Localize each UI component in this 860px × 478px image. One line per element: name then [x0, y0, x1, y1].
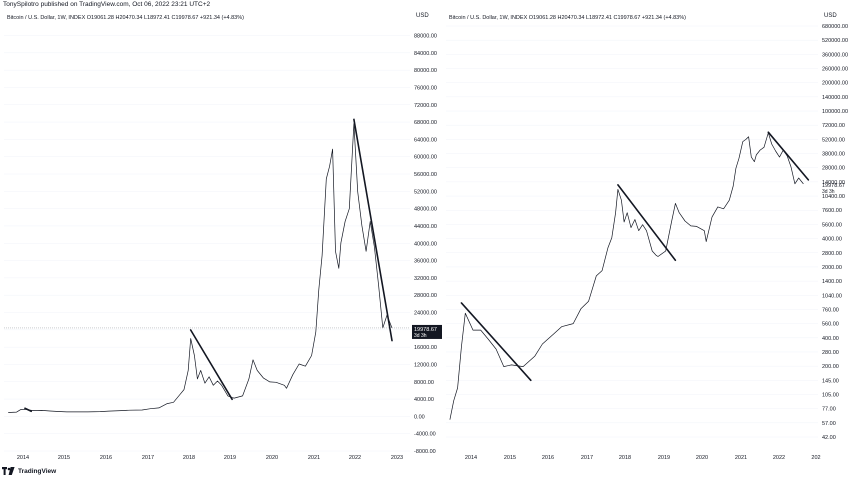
y-tick-label: 80000.00: [414, 68, 437, 74]
y-tick-label: 2000.00: [822, 265, 842, 271]
x-tick-label: 2022: [773, 455, 785, 461]
chart-linear: Bitcoin / U.S. Dollar, 1W, INDEX O19061.…: [4, 13, 442, 461]
y-tick-label: 72000.00: [414, 103, 437, 109]
x-tick-label: 2023: [391, 455, 403, 461]
y-tick-label: 145.00: [822, 378, 839, 384]
y-tick-label: 0.00: [414, 414, 425, 420]
y-tick-label: 68000.00: [414, 120, 437, 126]
y-tick-label: 520000.00: [822, 38, 848, 44]
x-tick-label: 2016: [542, 455, 554, 461]
x-tick-label: 2017: [142, 455, 154, 461]
y-tick-label: 48000.00: [414, 207, 437, 213]
publisher-caption: TonySpilotro published on TradingView.co…: [3, 1, 211, 8]
y-tick-label: 42.00: [822, 435, 836, 441]
symbol-line: Bitcoin / U.S. Dollar, 1W, INDEX O19061.…: [449, 15, 686, 21]
y-tick-label: 56000.00: [414, 172, 437, 178]
y-tick-label: 84000.00: [414, 51, 437, 57]
symbol-line: Bitcoin / U.S. Dollar, 1W, INDEX O19061.…: [7, 15, 244, 21]
footer-brand: TradingView: [18, 467, 57, 475]
y-unit-label: USD: [416, 13, 429, 19]
y-tick-label: 24000.00: [414, 311, 437, 317]
y-tick-label: 32000.00: [414, 276, 437, 282]
y-tick-label: 260000.00: [822, 67, 848, 73]
y-tick-label: 5600.00: [822, 222, 842, 228]
x-tick-label: 2019: [224, 455, 236, 461]
y-tick-label: 4000.00: [822, 237, 842, 243]
price-series-line: [449, 132, 804, 420]
x-tick-label: 2018: [619, 455, 631, 461]
y-tick-label: 14000.00: [822, 180, 845, 186]
x-tick-label: 2017: [581, 455, 593, 461]
y-tick-label: 400.00: [822, 336, 839, 342]
tradingview-logo-icon: [2, 467, 15, 475]
y-tick-label: 100000.00: [822, 109, 848, 115]
current-price-countdown: 3d 3h: [414, 333, 427, 339]
trend-line: [617, 184, 677, 262]
current-price-badge: [412, 324, 442, 339]
y-tick-label: -4000.00: [414, 432, 436, 438]
x-tick-label: 2014: [17, 455, 29, 461]
y-tick-label: 200.00: [822, 364, 839, 370]
y-tick-label: 2800.00: [822, 251, 842, 257]
y-tick-label: 560.00: [822, 322, 839, 328]
x-tick-label: 2016: [100, 455, 112, 461]
y-tick-label: 28000.00: [822, 166, 845, 172]
x-tick-label: 202: [811, 455, 820, 461]
y-tick-label: 52000.00: [822, 137, 845, 143]
x-tick-label: 2015: [58, 455, 70, 461]
y-tick-label: 680000.00: [822, 24, 848, 30]
y-tick-label: 280.00: [822, 350, 839, 356]
y-tick-label: 88000.00: [414, 34, 437, 40]
x-tick-label: 2022: [349, 455, 361, 461]
y-tick-label: 64000.00: [414, 137, 437, 143]
y-tick-label: 28000.00: [414, 293, 437, 299]
x-tick-label: 2021: [308, 455, 320, 461]
chart-log: Bitcoin / U.S. Dollar, 1W, INDEX O19061.…: [446, 13, 848, 461]
x-tick-label: 2018: [183, 455, 195, 461]
y-tick-label: 1040.00: [822, 293, 842, 299]
y-tick-label: 40000.00: [414, 241, 437, 247]
y-tick-label: 76000.00: [414, 85, 437, 91]
current-price-label: 19978.67: [414, 327, 437, 333]
x-tick-label: 2015: [504, 455, 516, 461]
y-tick-label: 72000.00: [822, 123, 845, 129]
x-tick-label: 2020: [266, 455, 278, 461]
y-tick-label: 4000.00: [414, 397, 434, 403]
y-tick-label: 8000.00: [414, 380, 434, 386]
y-tick-label: 12000.00: [414, 362, 437, 368]
y-tick-label: 1400.00: [822, 279, 842, 285]
footer: TradingView: [2, 466, 56, 476]
trend-line: [767, 131, 810, 181]
y-tick-label: 200000.00: [822, 81, 848, 87]
y-tick-label: 16000.00: [414, 345, 437, 351]
y-tick-label: 57.00: [822, 421, 836, 427]
y-tick-label: 52000.00: [414, 189, 437, 195]
x-tick-label: 2020: [696, 455, 708, 461]
trend-line: [189, 329, 233, 401]
y-tick-label: 38000.00: [822, 152, 845, 158]
y-tick-label: 44000.00: [414, 224, 437, 230]
y-tick-label: -8000.00: [414, 449, 436, 455]
current-price-countdown: 3d 3h: [822, 189, 835, 195]
y-unit-label: USD: [824, 13, 837, 19]
y-tick-label: 60000.00: [414, 155, 437, 161]
y-tick-label: 105.00: [822, 392, 839, 398]
y-tick-label: 760.00: [822, 307, 839, 313]
y-tick-label: 10400.00: [822, 194, 845, 200]
current-price-label: 19978.67: [822, 183, 845, 189]
y-tick-label: 36000.00: [414, 259, 437, 265]
x-tick-label: 2021: [735, 455, 747, 461]
trend-line: [24, 407, 33, 413]
y-tick-label: 77.00: [822, 407, 836, 413]
y-tick-label: 360000.00: [822, 52, 848, 58]
y-tick-label: 140000.00: [822, 95, 848, 101]
trend-line: [460, 302, 532, 382]
y-tick-label: 7600.00: [822, 208, 842, 214]
trend-line: [353, 118, 393, 342]
x-tick-label: 2019: [658, 455, 670, 461]
x-tick-label: 2014: [465, 455, 477, 461]
price-series-line: [8, 123, 393, 413]
